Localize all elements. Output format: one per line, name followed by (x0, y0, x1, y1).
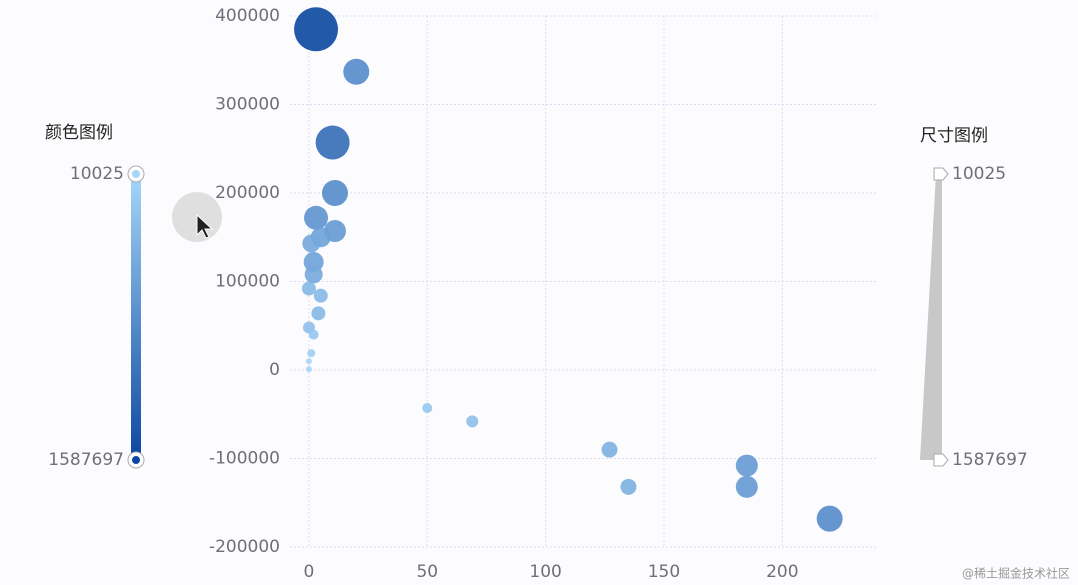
bubble (735, 475, 758, 498)
y-tick-label: 200000 (215, 183, 280, 203)
size-legend-max: 1587697 (952, 450, 1028, 470)
bubble (313, 288, 328, 303)
color-handle-dot (132, 456, 140, 464)
bubble (343, 58, 370, 85)
x-tick-label: 200 (766, 562, 798, 582)
bubble (466, 415, 479, 428)
y-tick-label: 300000 (215, 95, 280, 115)
size-bar (920, 174, 942, 460)
x-tick-label: 100 (529, 562, 561, 582)
bubble (422, 403, 433, 414)
y-tick-label: 100000 (215, 272, 280, 292)
bubble (305, 366, 312, 373)
bubble (816, 505, 843, 532)
y-tick-label: -100000 (209, 449, 280, 469)
bubble (321, 180, 348, 206)
watermark: @稀土掘金技术社区 (962, 566, 1070, 581)
y-tick-label: 0 (269, 360, 280, 380)
color-handle-dot (132, 170, 140, 178)
cursor (196, 213, 214, 239)
size-legend-min: 10025 (952, 164, 1006, 184)
x-tick-label: 150 (648, 562, 680, 582)
bubble (315, 125, 350, 160)
y-tick-label: 400000 (215, 6, 280, 26)
bubble (311, 306, 326, 321)
bubble (304, 205, 329, 230)
color-legend-min: 10025 (70, 164, 124, 184)
bubble (302, 234, 321, 253)
bubble (620, 478, 637, 495)
y-tick-label: -200000 (209, 537, 280, 557)
bubble (301, 281, 316, 296)
bubble (304, 265, 323, 284)
bubble (294, 7, 339, 52)
size-legend-title: 尺寸图例 (920, 126, 988, 146)
bubble (601, 441, 618, 458)
color-legend-title: 颜色图例 (45, 123, 113, 143)
x-tick-label: 0 (304, 562, 315, 582)
bubble (308, 329, 319, 340)
size-handle[interactable] (933, 453, 949, 467)
color-bar (131, 174, 141, 460)
bubble (735, 454, 758, 477)
bubble (305, 358, 312, 365)
size-handle[interactable] (933, 167, 949, 181)
x-tick-label: 50 (416, 562, 438, 582)
bubble (307, 349, 316, 358)
color-legend-max: 1587697 (48, 450, 124, 470)
